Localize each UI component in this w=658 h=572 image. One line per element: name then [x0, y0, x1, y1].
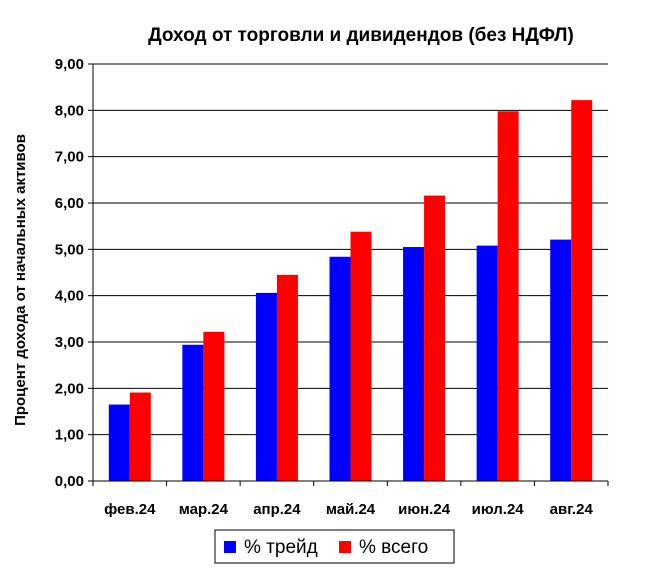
y-tick-label: 1,00 [55, 427, 84, 444]
bar-total [350, 231, 372, 481]
y-tick-label: 2,00 [55, 380, 84, 397]
bar-total [129, 392, 151, 481]
y-tick-label: 3,00 [55, 334, 84, 351]
legend-box [214, 529, 455, 564]
bar-total [203, 331, 225, 481]
legend-swatch-trade [224, 541, 236, 553]
axes [88, 63, 609, 486]
x-tick-label: мар.24 [179, 501, 229, 518]
y-tick-label: 5,00 [55, 241, 84, 258]
bar-trade [329, 256, 351, 481]
legend: % трейд % всего [214, 529, 455, 564]
y-tick-label: 6,00 [55, 195, 84, 212]
y-tick-label: 9,00 [55, 56, 84, 73]
bar-total [571, 100, 593, 481]
bar-total [276, 274, 298, 481]
bar-trade [255, 292, 277, 481]
y-tick-label: 4,00 [55, 288, 84, 305]
y-tick-labels: 0,00 1,00 2,00 3,00 4,00 5,00 6,00 7,00 8,00 9,00 [55, 56, 84, 490]
bar-trade [182, 344, 204, 481]
bar-trade [550, 239, 572, 481]
x-tick-labels: фев.24 мар.24 апр.24 май.24 июн.24 июл.24 авг.… [104, 501, 593, 518]
bar-trade [403, 247, 425, 481]
bar-total [497, 111, 519, 481]
bars [108, 100, 593, 481]
x-tick-label: апр.24 [253, 501, 301, 518]
x-tick-label: авг.24 [550, 501, 594, 518]
legend-swatch-total [339, 541, 351, 553]
bar-trade [108, 404, 130, 481]
y-tick-label: 8,00 [55, 102, 84, 119]
legend-label-total: % всего [359, 537, 428, 558]
chart-title: Доход от торговли и дивидендов (без НДФЛ… [148, 25, 574, 46]
x-tick-label: фев.24 [104, 501, 156, 518]
x-tick-label: июл.24 [472, 501, 525, 518]
x-tick-label: май.24 [326, 501, 376, 518]
bar-trade [476, 245, 498, 481]
bar-total [424, 195, 446, 481]
legend-label-trade: % трейд [244, 537, 318, 558]
y-tick-label: 0,00 [55, 473, 84, 490]
y-axis-label: Процент дохода от начальных активов [12, 134, 29, 426]
x-tick-label: июн.24 [398, 501, 451, 518]
y-tick-label: 7,00 [55, 149, 84, 166]
